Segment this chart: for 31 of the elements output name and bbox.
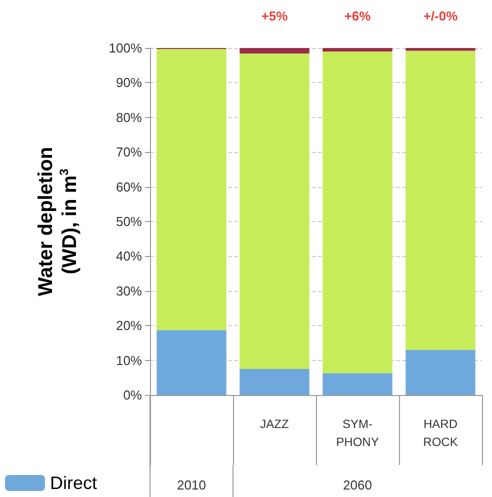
text: +/-0%: [423, 8, 458, 24]
bar: [240, 48, 310, 54]
legend-label: Direct: [50, 473, 98, 493]
bar: [240, 54, 310, 369]
y-tick-label: 0%: [123, 388, 142, 402]
bar: [322, 373, 392, 395]
x-tick-label: SYM- PHONY: [336, 417, 379, 449]
bar: [240, 368, 310, 395]
text: +5%: [261, 8, 288, 24]
x-tick-label: HARD ROCK: [423, 417, 458, 449]
bar: [322, 51, 392, 374]
bar: [156, 49, 226, 330]
y-tick-label: 50%: [116, 214, 142, 229]
text: 2010: [177, 478, 206, 492]
y-tick-label: 60%: [116, 179, 142, 194]
y-tick-label: 30%: [116, 283, 142, 298]
bar: [322, 48, 392, 52]
y-tick-label: 40%: [116, 248, 142, 264]
bar: [406, 350, 476, 395]
bar: [406, 48, 476, 51]
text: 2060: [343, 478, 372, 492]
y-tick-label: 10%: [116, 352, 142, 368]
text: +6%: [344, 8, 372, 24]
y-tick-label: 20%: [116, 318, 142, 334]
y-tick-label: 70%: [116, 144, 142, 160]
y-tick-label: 80%: [116, 110, 142, 125]
bar: [406, 50, 476, 350]
y-tick-label: 90%: [116, 75, 142, 90]
y-tick-label: 100%: [108, 40, 142, 56]
bar: [156, 330, 226, 395]
x-tick-label: JAZZ: [260, 417, 289, 431]
